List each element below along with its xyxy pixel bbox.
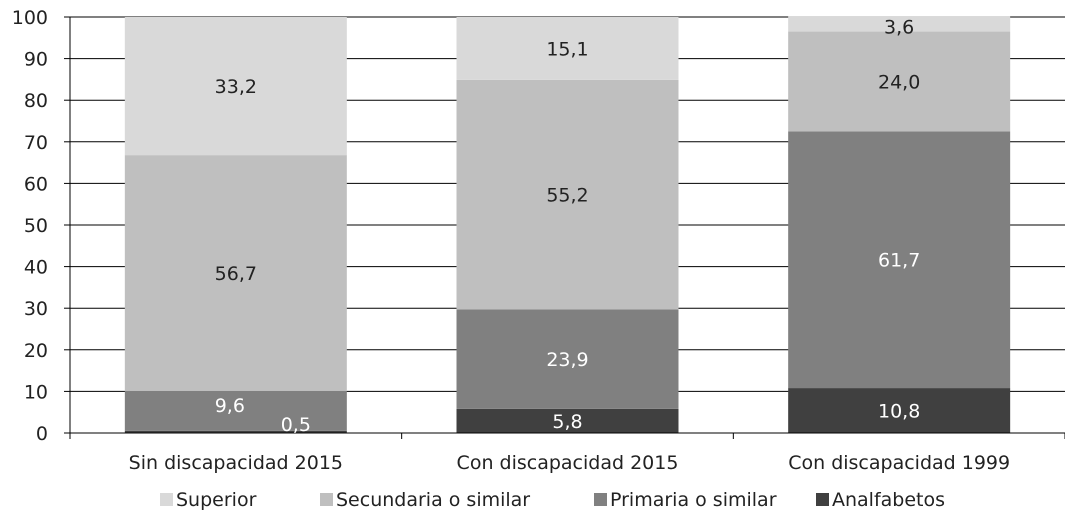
legend-swatch <box>594 493 607 506</box>
bar-segment <box>124 390 347 431</box>
legend-swatch <box>816 493 829 506</box>
bar-segment <box>788 31 1011 132</box>
data-label: 3,6 <box>884 17 914 39</box>
data-label: 33,2 <box>215 76 257 98</box>
y-tick-label: 100 <box>12 7 48 29</box>
y-tick-label: 0 <box>36 423 48 445</box>
x-category-label: Con discapacidad 2015 <box>457 452 679 474</box>
bar-segment <box>788 16 1011 32</box>
x-category-label: Sin discapacidad 2015 <box>129 452 343 474</box>
legend-label: Secundaria o similar <box>336 489 530 511</box>
bar-segment <box>124 155 347 391</box>
data-label: 5,8 <box>552 411 582 433</box>
y-axis-tick-labels: 0 10 20 30 40 50 60 70 80 90 100 <box>12 7 48 445</box>
data-label: 9,6 <box>215 395 245 417</box>
legend-swatch <box>320 493 333 506</box>
data-label: 23,9 <box>546 349 588 371</box>
data-label: 56,7 <box>215 263 257 285</box>
data-label: 55,2 <box>546 185 588 207</box>
bars <box>124 16 1011 433</box>
bar-segment <box>456 408 679 433</box>
data-label: 61,7 <box>878 250 920 272</box>
bar-segment <box>456 79 679 310</box>
y-tick-label: 10 <box>24 381 48 403</box>
x-category-label: Con discapacidad 1999 <box>788 452 1010 474</box>
legend-swatch <box>160 493 173 506</box>
y-tick-label: 90 <box>24 49 48 71</box>
data-labels: 0,5 9,6 56,7 33,2 5,8 23,9 55,2 15,1 10,8 61,7 24,… <box>215 17 921 436</box>
y-tick-label: 40 <box>24 257 48 279</box>
bar-segment <box>788 388 1011 433</box>
axes <box>64 16 1065 439</box>
bar-segment <box>124 430 347 433</box>
x-axis-category-labels: Sin discapacidad 2015 Con discapacidad 20… <box>129 452 1010 474</box>
y-tick-label: 20 <box>24 340 48 362</box>
y-tick-label: 60 <box>24 173 48 195</box>
data-label: 15,1 <box>546 38 588 60</box>
y-tick-label: 80 <box>24 90 48 112</box>
data-label: 10,8 <box>878 401 920 423</box>
data-label: 24,0 <box>878 71 920 93</box>
bar-segment <box>124 17 347 156</box>
bar-segment <box>788 131 1011 389</box>
data-label: 0,5 <box>281 414 311 436</box>
y-tick-label: 30 <box>24 298 48 320</box>
legend: Superior Secundaria o similar Primaria o s… <box>160 489 945 511</box>
y-tick-label: 70 <box>24 132 48 154</box>
legend-label: Analfabetos <box>832 489 945 511</box>
legend-label: Superior <box>176 489 257 511</box>
y-tick-label: 50 <box>24 215 48 237</box>
bar-segment <box>456 309 679 409</box>
legend-label: Primaria o similar <box>610 489 777 511</box>
bar-segment <box>456 17 679 80</box>
